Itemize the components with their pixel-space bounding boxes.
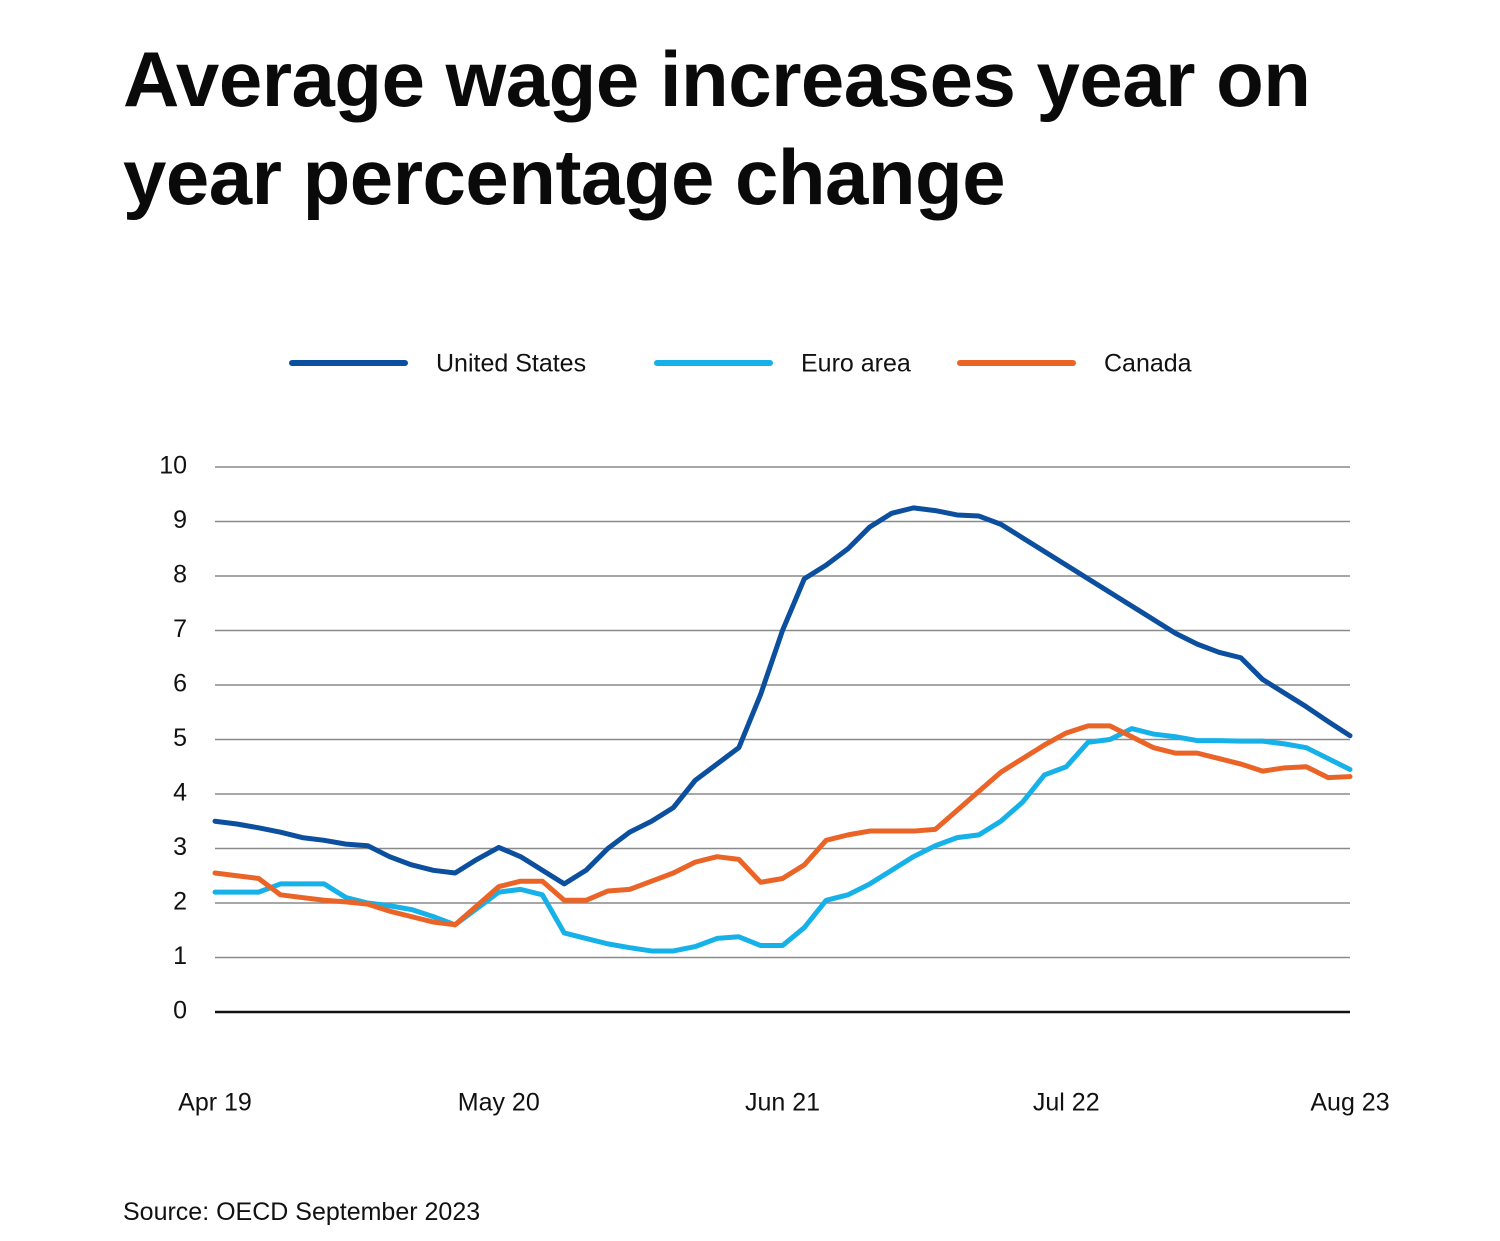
- y-tick-label: 10: [159, 452, 187, 480]
- y-tick-label: 0: [173, 997, 187, 1025]
- y-tick-label: 1: [173, 942, 187, 970]
- x-tick-label: Aug 23: [1310, 1089, 1389, 1117]
- y-tick-label: 7: [173, 615, 187, 643]
- y-tick-label: 9: [173, 506, 187, 534]
- y-tick-label: 5: [173, 724, 187, 752]
- series-line: [212, 505, 1353, 887]
- x-tick-label: Jun 21: [745, 1089, 820, 1117]
- series-line: [212, 726, 1353, 954]
- legend-label: Canada: [1104, 350, 1192, 378]
- x-tick-label: May 20: [458, 1089, 540, 1117]
- series-line: [212, 723, 1353, 928]
- legend-label: Euro area: [801, 350, 911, 378]
- x-tick-label: Jul 22: [1033, 1089, 1100, 1117]
- y-tick-label: 4: [173, 779, 187, 807]
- y-tick-label: 3: [173, 833, 187, 861]
- chart-title: Average wage increases year on year perc…: [123, 35, 1311, 221]
- y-tick-label: 6: [173, 670, 187, 698]
- y-tick-label: 8: [173, 561, 187, 589]
- legend-label: United States: [436, 350, 586, 378]
- x-tick-label: Apr 19: [178, 1089, 252, 1117]
- y-tick-label: 2: [173, 888, 187, 916]
- source-note: Source: OECD September 2023: [123, 1198, 481, 1226]
